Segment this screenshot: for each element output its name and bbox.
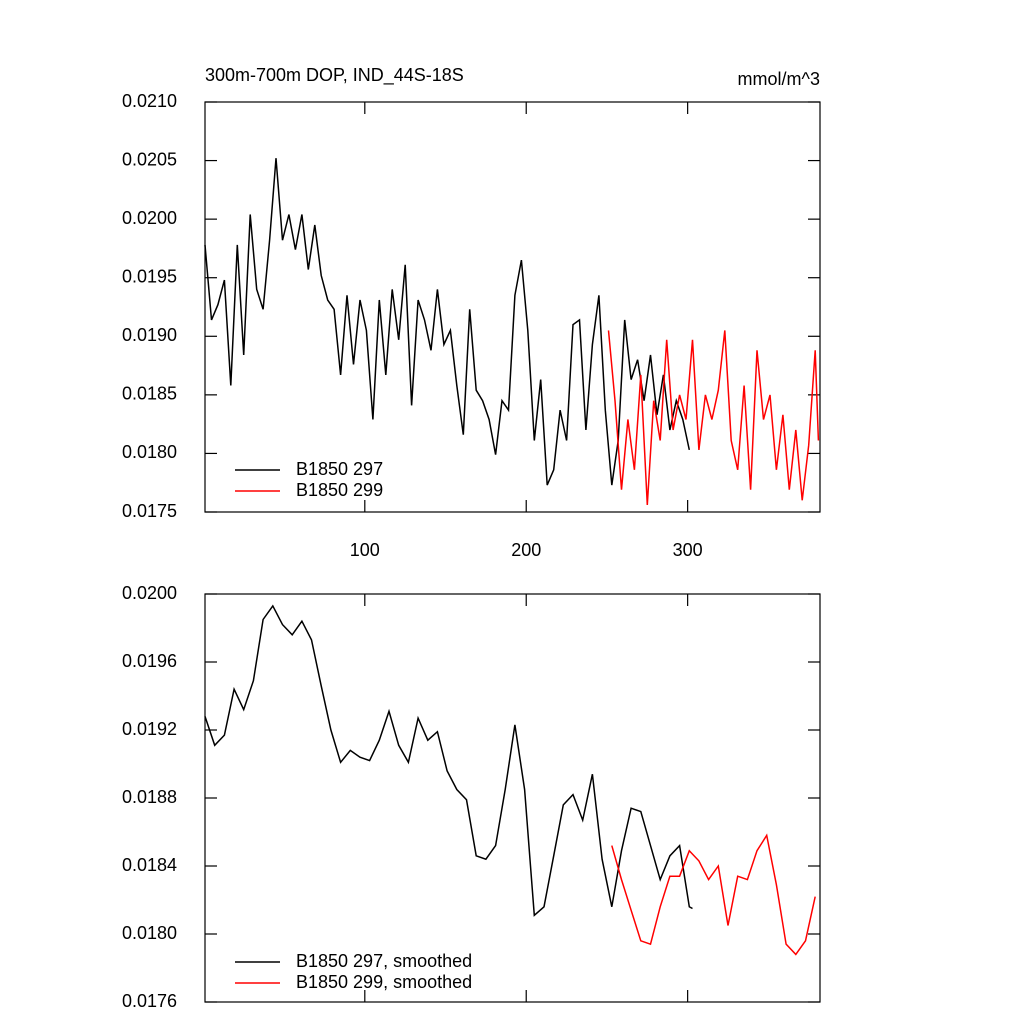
y-tick-label: 0.0180 (122, 923, 177, 943)
plot-frame (204, 593, 821, 1003)
y-tick-label: 0.0175 (122, 501, 177, 521)
series-line (607, 330, 820, 506)
x-tick-label: 200 (511, 540, 541, 560)
y-tick-label: 0.0200 (122, 583, 177, 603)
y-tick-label: 0.0190 (122, 325, 177, 345)
y-tick-label: 0.0185 (122, 384, 177, 404)
units-label: mmol/m^3 (738, 69, 820, 89)
y-tick-label: 0.0196 (122, 651, 177, 671)
y-tick-label: 0.0210 (122, 91, 177, 111)
plot-frame (204, 101, 821, 513)
y-tick-label: 0.0195 (122, 266, 177, 286)
y-tick-label: 0.0188 (122, 787, 177, 807)
y-tick-label: 0.0192 (122, 719, 177, 739)
y-tick-label: 0.0176 (122, 991, 177, 1011)
y-tick-label: 0.0205 (122, 149, 177, 169)
series-line (204, 158, 691, 486)
legend-label: B1850 297, smoothed (296, 951, 472, 971)
y-tick-label: 0.0180 (122, 442, 177, 462)
y-tick-label: 0.0200 (122, 208, 177, 228)
y-tick-label: 0.0184 (122, 855, 177, 875)
legend-label: B1850 299, smoothed (296, 972, 472, 992)
x-tick-label: 100 (350, 540, 380, 560)
series-line (611, 833, 816, 956)
chart-title: 300m-700m DOP, IND_44S-18S (205, 65, 464, 86)
legend-label: B1850 299 (296, 480, 383, 500)
series-line (204, 604, 693, 917)
x-tick-label: 300 (673, 540, 703, 560)
legend-label: B1850 297 (296, 459, 383, 479)
